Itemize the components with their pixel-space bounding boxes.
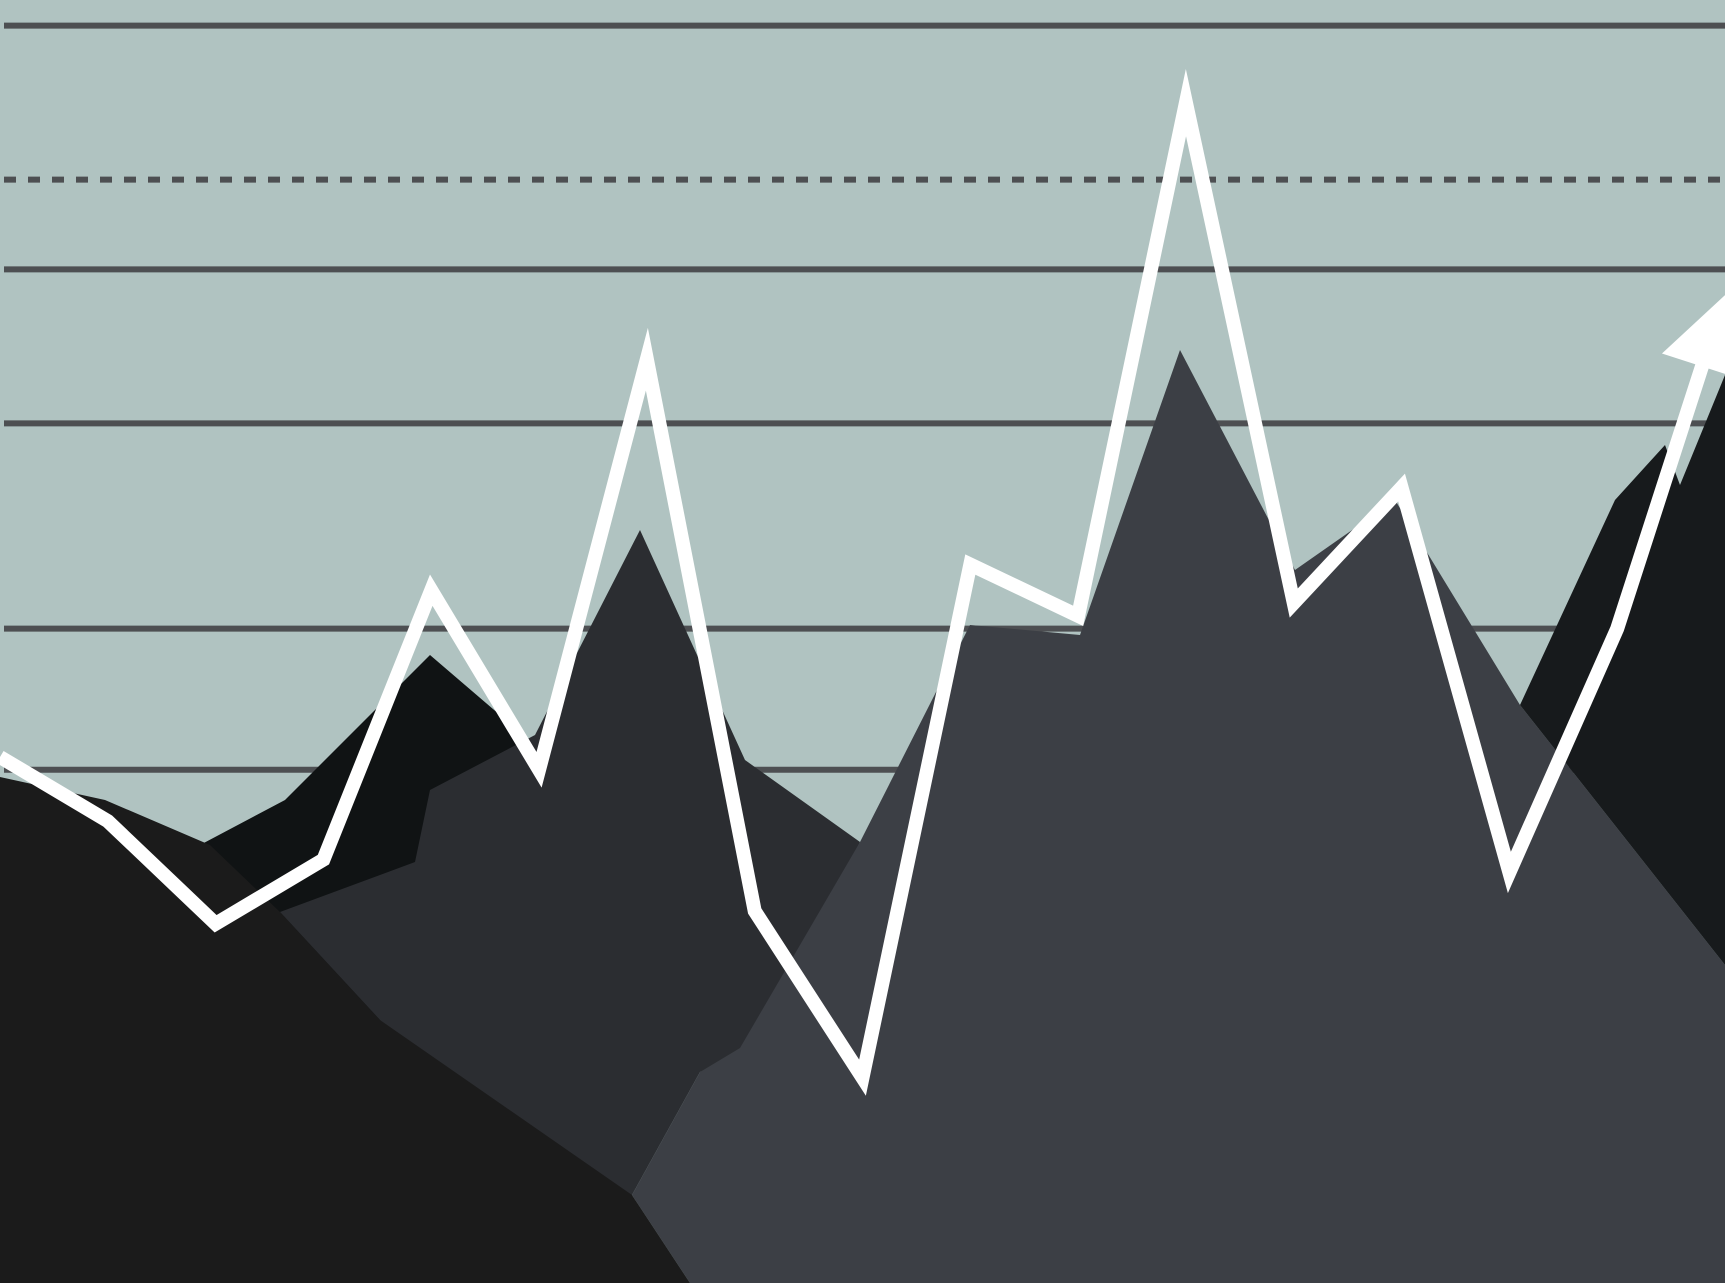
mountain-near bbox=[632, 350, 1725, 1283]
mountain-right bbox=[1520, 375, 1725, 965]
series-trend bbox=[0, 69, 1725, 1096]
trend-arrowhead bbox=[1661, 295, 1725, 374]
trend-line bbox=[0, 69, 1712, 1096]
mountain-foreground bbox=[0, 777, 690, 1283]
